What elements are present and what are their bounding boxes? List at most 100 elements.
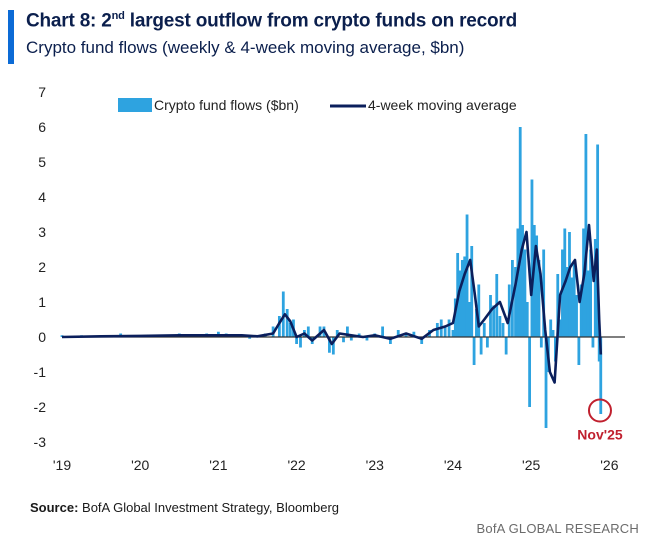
flow-bar xyxy=(492,305,496,337)
flow-bar xyxy=(412,331,416,337)
flow-bar xyxy=(458,270,462,337)
flow-bar xyxy=(472,337,476,365)
flow-bar xyxy=(331,337,335,355)
flow-bar xyxy=(498,316,502,337)
y-tick-label: 5 xyxy=(38,154,46,170)
flow-bar xyxy=(489,295,492,337)
x-tick-label: '19 xyxy=(53,457,71,473)
flow-bar xyxy=(525,302,529,337)
flow-bar xyxy=(485,337,489,348)
flow-bar xyxy=(537,260,541,337)
flow-bar xyxy=(584,134,588,337)
flow-bar xyxy=(518,127,522,337)
y-tick-label: -3 xyxy=(34,434,47,450)
flow-bar xyxy=(285,309,289,337)
x-tick-label: '23 xyxy=(366,457,384,473)
flow-bar xyxy=(299,337,302,348)
flow-bar xyxy=(532,225,536,337)
flow-bar xyxy=(528,337,532,407)
y-tick-label: 0 xyxy=(38,329,46,345)
flow-bar xyxy=(381,326,384,337)
source-text: BofA Global Investment Strategy, Bloombe… xyxy=(78,500,340,515)
x-tick-label: '21 xyxy=(209,457,227,473)
footer-brand: BofA GLOBAL RESEARCH xyxy=(476,521,639,536)
x-tick-label: '24 xyxy=(444,457,462,473)
flow-bar xyxy=(523,249,527,337)
flow-bar xyxy=(467,302,471,337)
flow-bar xyxy=(475,309,478,337)
flow-bar xyxy=(328,337,331,353)
flow-bar xyxy=(420,337,424,344)
flow-bar xyxy=(482,323,486,337)
flow-bar xyxy=(447,319,451,337)
flow-bar xyxy=(349,337,353,341)
flow-bar xyxy=(577,337,581,365)
flow-bar xyxy=(575,295,578,337)
flow-bar xyxy=(465,214,469,337)
x-tick-label: '20 xyxy=(131,457,149,473)
flow-bar xyxy=(389,337,392,344)
flow-bar xyxy=(556,274,560,337)
flow-bar xyxy=(558,319,562,337)
flow-bar xyxy=(568,232,571,337)
flow-bar xyxy=(597,337,601,362)
y-tick-label: 7 xyxy=(38,84,46,100)
chart-title: Chart 8: 2nd largest outflow from crypto… xyxy=(26,10,517,32)
y-tick-label: 3 xyxy=(38,224,46,240)
title-superscript: nd xyxy=(111,10,125,22)
y-tick-label: -1 xyxy=(34,364,47,380)
flow-bar xyxy=(451,330,455,337)
flow-bar xyxy=(570,277,574,337)
title-accent-bar xyxy=(8,10,14,64)
annotation-circle xyxy=(587,398,612,423)
flow-bar xyxy=(539,337,543,348)
annotation-label: Nov'25 xyxy=(577,427,623,443)
flow-bar xyxy=(277,316,281,337)
flow-bar xyxy=(306,326,310,337)
flow-bar xyxy=(579,284,583,337)
flow-bar xyxy=(572,263,576,337)
flow-bar xyxy=(596,144,600,337)
legend-bars-label: Crypto fund flows ($bn) xyxy=(154,97,299,113)
flow-bar xyxy=(477,284,481,337)
flow-bar xyxy=(544,337,548,428)
flow-bar xyxy=(335,330,339,337)
flow-bar xyxy=(342,337,345,343)
flow-bar xyxy=(565,267,569,337)
x-tick-label: '22 xyxy=(287,457,305,473)
flow-bar xyxy=(521,225,524,337)
flow-bar xyxy=(479,337,483,355)
x-tick-label: '26 xyxy=(600,457,618,473)
flow-bar xyxy=(549,319,553,337)
flow-bar xyxy=(396,330,400,337)
flow-bar xyxy=(561,249,564,337)
flow-bar xyxy=(318,326,322,337)
flow-bar xyxy=(586,270,590,337)
flow-bar xyxy=(516,228,520,337)
flow-bar xyxy=(542,249,546,337)
crypto-flows-chart: 7 6 5 4 3 2 1 0 -1 -2 -3 '19 '20 '21 '22 '23 '24 '25 '26 Cr… xyxy=(34,84,625,473)
chart-subtitle: Crypto fund flows (weekly & 4-week movin… xyxy=(26,38,465,57)
moving-average-line xyxy=(61,223,603,384)
flow-bar xyxy=(281,291,285,337)
flow-bar xyxy=(346,326,349,337)
flow-bar xyxy=(501,323,505,337)
flow-bar xyxy=(470,246,474,337)
y-tick-label: 6 xyxy=(38,119,46,135)
flow-bar xyxy=(589,249,592,337)
flow-bar xyxy=(530,179,534,337)
source-note: Source: BofA Global Investment Strategy,… xyxy=(30,500,339,515)
legend-bars-swatch xyxy=(118,98,152,112)
flow-bar xyxy=(591,337,595,348)
y-tick-label: 1 xyxy=(38,294,46,310)
title-prefix: Chart 8: 2 xyxy=(26,10,112,32)
flow-bar xyxy=(404,333,408,337)
title-suffix: largest outflow from crypto funds on rec… xyxy=(124,10,518,32)
flow-bar xyxy=(535,235,539,337)
flow-bar xyxy=(460,260,464,337)
source-label: Source: xyxy=(30,500,79,515)
y-tick-label: -2 xyxy=(34,399,47,415)
flow-bar xyxy=(551,330,555,337)
legend-line-label: 4-week moving average xyxy=(368,97,517,113)
flow-bar xyxy=(463,256,467,337)
